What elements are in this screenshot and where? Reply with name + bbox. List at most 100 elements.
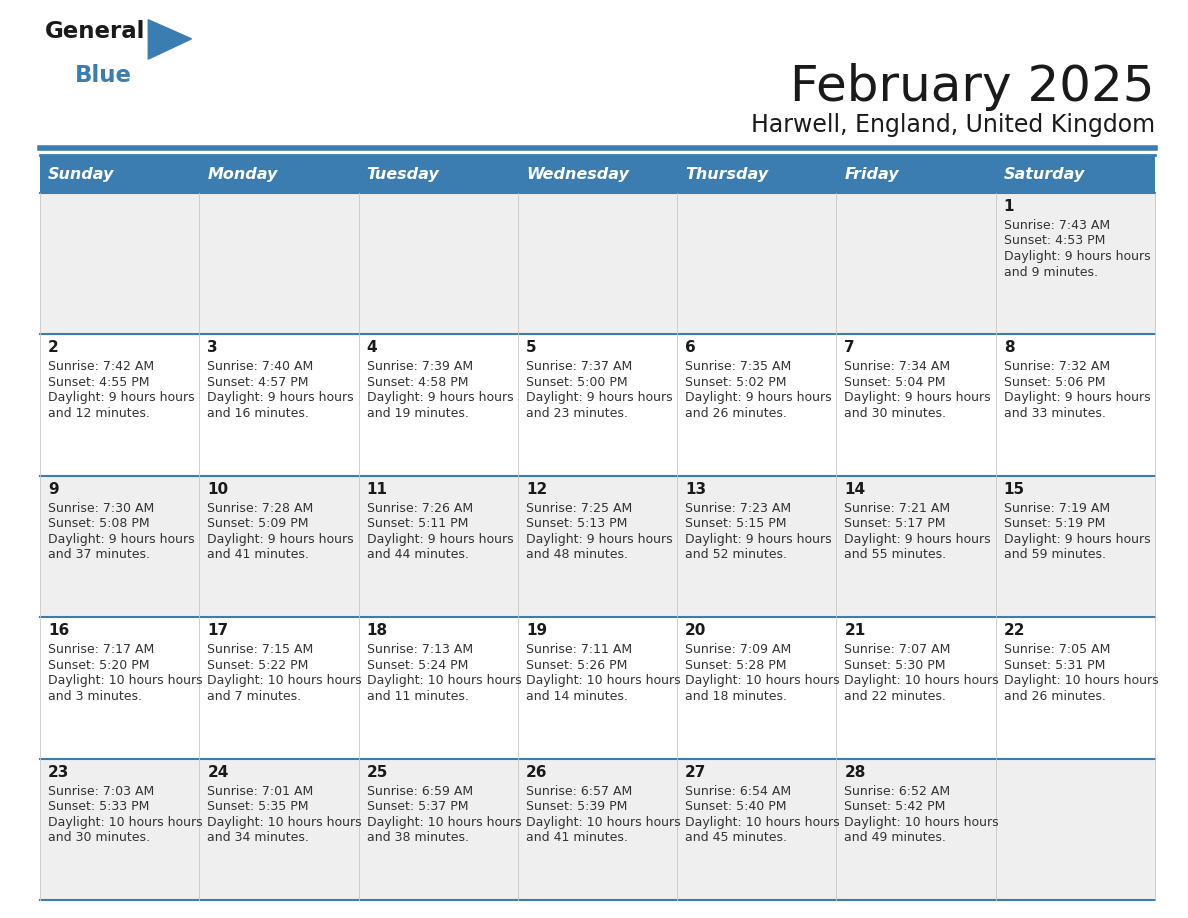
- Text: Sunrise: 7:30 AM: Sunrise: 7:30 AM: [48, 502, 154, 515]
- Text: 2: 2: [48, 341, 58, 355]
- Text: Sunrise: 7:17 AM: Sunrise: 7:17 AM: [48, 644, 154, 656]
- Text: Sunrise: 7:42 AM: Sunrise: 7:42 AM: [48, 361, 154, 374]
- Text: and 37 minutes.: and 37 minutes.: [48, 548, 150, 561]
- Text: Daylight: 10 hours hours: Daylight: 10 hours hours: [685, 815, 840, 829]
- Text: Tuesday: Tuesday: [367, 166, 440, 182]
- Text: 11: 11: [367, 482, 387, 497]
- Text: Daylight: 9 hours hours: Daylight: 9 hours hours: [367, 391, 513, 405]
- Text: 1: 1: [1004, 199, 1015, 214]
- Text: Daylight: 10 hours hours: Daylight: 10 hours hours: [367, 815, 522, 829]
- Text: Sunrise: 7:34 AM: Sunrise: 7:34 AM: [845, 361, 950, 374]
- Text: Sunset: 5:02 PM: Sunset: 5:02 PM: [685, 375, 786, 389]
- Text: and 26 minutes.: and 26 minutes.: [685, 407, 786, 420]
- Text: General: General: [45, 19, 145, 43]
- Text: and 26 minutes.: and 26 minutes.: [1004, 689, 1106, 702]
- Text: Sunset: 5:15 PM: Sunset: 5:15 PM: [685, 518, 786, 531]
- Text: Sunrise: 7:28 AM: Sunrise: 7:28 AM: [207, 502, 314, 515]
- Text: 18: 18: [367, 623, 387, 638]
- Text: and 45 minutes.: and 45 minutes.: [685, 831, 788, 844]
- Text: 16: 16: [48, 623, 69, 638]
- Text: Daylight: 9 hours hours: Daylight: 9 hours hours: [685, 391, 832, 405]
- Text: 7: 7: [845, 341, 855, 355]
- Text: Sunrise: 6:57 AM: Sunrise: 6:57 AM: [526, 785, 632, 798]
- Text: Daylight: 10 hours hours: Daylight: 10 hours hours: [367, 674, 522, 688]
- Text: Friday: Friday: [845, 166, 899, 182]
- Text: Sunrise: 6:54 AM: Sunrise: 6:54 AM: [685, 785, 791, 798]
- Text: Sunset: 5:35 PM: Sunset: 5:35 PM: [207, 800, 309, 813]
- Text: Sunset: 5:20 PM: Sunset: 5:20 PM: [48, 659, 150, 672]
- Text: 22: 22: [1004, 623, 1025, 638]
- Text: Daylight: 10 hours hours: Daylight: 10 hours hours: [48, 674, 203, 688]
- Text: 24: 24: [207, 765, 228, 779]
- Text: Sunset: 5:33 PM: Sunset: 5:33 PM: [48, 800, 150, 813]
- Text: Sunrise: 7:07 AM: Sunrise: 7:07 AM: [845, 644, 950, 656]
- Text: 4: 4: [367, 341, 378, 355]
- Text: Sunday: Sunday: [48, 166, 114, 182]
- Text: and 41 minutes.: and 41 minutes.: [207, 548, 309, 561]
- Text: Sunset: 5:39 PM: Sunset: 5:39 PM: [526, 800, 627, 813]
- Text: Sunrise: 6:59 AM: Sunrise: 6:59 AM: [367, 785, 473, 798]
- Text: Sunset: 5:22 PM: Sunset: 5:22 PM: [207, 659, 309, 672]
- Text: Sunrise: 7:43 AM: Sunrise: 7:43 AM: [1004, 219, 1110, 232]
- Text: Daylight: 10 hours hours: Daylight: 10 hours hours: [526, 674, 681, 688]
- Text: 3: 3: [207, 341, 217, 355]
- Text: Sunset: 5:24 PM: Sunset: 5:24 PM: [367, 659, 468, 672]
- Text: Sunrise: 7:23 AM: Sunrise: 7:23 AM: [685, 502, 791, 515]
- Text: and 11 minutes.: and 11 minutes.: [367, 689, 468, 702]
- Text: Sunrise: 7:32 AM: Sunrise: 7:32 AM: [1004, 361, 1110, 374]
- Text: Sunset: 4:58 PM: Sunset: 4:58 PM: [367, 375, 468, 389]
- Text: Sunset: 5:09 PM: Sunset: 5:09 PM: [207, 518, 309, 531]
- Text: Sunset: 4:53 PM: Sunset: 4:53 PM: [1004, 234, 1105, 248]
- Text: Sunset: 5:42 PM: Sunset: 5:42 PM: [845, 800, 946, 813]
- Text: Daylight: 9 hours hours: Daylight: 9 hours hours: [207, 391, 354, 405]
- Text: 26: 26: [526, 765, 548, 779]
- Text: Sunset: 5:26 PM: Sunset: 5:26 PM: [526, 659, 627, 672]
- Text: Sunset: 5:00 PM: Sunset: 5:00 PM: [526, 375, 627, 389]
- Text: Sunrise: 7:15 AM: Sunrise: 7:15 AM: [207, 644, 314, 656]
- Text: and 41 minutes.: and 41 minutes.: [526, 831, 627, 844]
- Text: Sunset: 5:17 PM: Sunset: 5:17 PM: [845, 518, 946, 531]
- Text: 13: 13: [685, 482, 707, 497]
- Text: Sunrise: 7:05 AM: Sunrise: 7:05 AM: [1004, 644, 1110, 656]
- Text: and 38 minutes.: and 38 minutes.: [367, 831, 468, 844]
- Text: Sunset: 5:30 PM: Sunset: 5:30 PM: [845, 659, 946, 672]
- Text: Daylight: 9 hours hours: Daylight: 9 hours hours: [1004, 250, 1150, 263]
- Text: Sunrise: 7:35 AM: Sunrise: 7:35 AM: [685, 361, 791, 374]
- Text: Harwell, England, United Kingdom: Harwell, England, United Kingdom: [751, 113, 1155, 137]
- Text: Daylight: 10 hours hours: Daylight: 10 hours hours: [845, 815, 999, 829]
- Text: Daylight: 9 hours hours: Daylight: 9 hours hours: [48, 532, 195, 546]
- Text: Daylight: 10 hours hours: Daylight: 10 hours hours: [207, 674, 362, 688]
- Text: Sunset: 4:57 PM: Sunset: 4:57 PM: [207, 375, 309, 389]
- Text: Sunset: 5:37 PM: Sunset: 5:37 PM: [367, 800, 468, 813]
- Text: Thursday: Thursday: [685, 166, 769, 182]
- Text: and 9 minutes.: and 9 minutes.: [1004, 265, 1098, 278]
- Text: 25: 25: [367, 765, 388, 779]
- Text: Sunrise: 7:25 AM: Sunrise: 7:25 AM: [526, 502, 632, 515]
- Text: Sunset: 5:40 PM: Sunset: 5:40 PM: [685, 800, 786, 813]
- Text: and 19 minutes.: and 19 minutes.: [367, 407, 468, 420]
- Text: Daylight: 9 hours hours: Daylight: 9 hours hours: [685, 532, 832, 546]
- Text: Sunset: 5:11 PM: Sunset: 5:11 PM: [367, 518, 468, 531]
- Text: Sunrise: 7:01 AM: Sunrise: 7:01 AM: [207, 785, 314, 798]
- Text: Sunset: 5:28 PM: Sunset: 5:28 PM: [685, 659, 786, 672]
- Text: 20: 20: [685, 623, 707, 638]
- Text: 19: 19: [526, 623, 546, 638]
- Text: and 33 minutes.: and 33 minutes.: [1004, 407, 1106, 420]
- Text: 9: 9: [48, 482, 58, 497]
- Text: Daylight: 10 hours hours: Daylight: 10 hours hours: [207, 815, 362, 829]
- Text: 17: 17: [207, 623, 228, 638]
- Text: 5: 5: [526, 341, 537, 355]
- Text: and 7 minutes.: and 7 minutes.: [207, 689, 302, 702]
- Text: 8: 8: [1004, 341, 1015, 355]
- Text: Sunset: 5:13 PM: Sunset: 5:13 PM: [526, 518, 627, 531]
- Text: and 55 minutes.: and 55 minutes.: [845, 548, 947, 561]
- Text: Sunset: 5:06 PM: Sunset: 5:06 PM: [1004, 375, 1105, 389]
- Text: 12: 12: [526, 482, 548, 497]
- Text: 10: 10: [207, 482, 228, 497]
- Text: Daylight: 10 hours hours: Daylight: 10 hours hours: [685, 674, 840, 688]
- Text: Daylight: 10 hours hours: Daylight: 10 hours hours: [845, 674, 999, 688]
- Text: 21: 21: [845, 623, 866, 638]
- Text: and 16 minutes.: and 16 minutes.: [207, 407, 309, 420]
- Text: and 22 minutes.: and 22 minutes.: [845, 689, 947, 702]
- Text: and 30 minutes.: and 30 minutes.: [845, 407, 947, 420]
